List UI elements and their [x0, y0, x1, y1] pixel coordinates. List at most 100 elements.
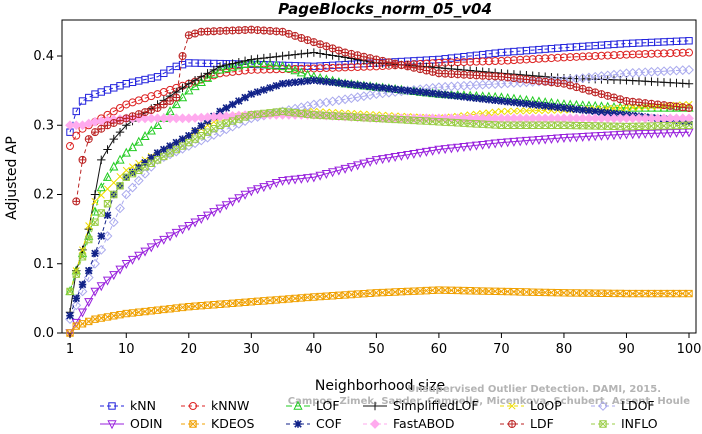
- point-inflo: [172, 145, 180, 154]
- point-ldf: [404, 63, 411, 70]
- point-knn: [110, 84, 118, 92]
- point-lof: [290, 65, 300, 75]
- point-ldf: [398, 61, 405, 69]
- point-odin: [240, 190, 250, 200]
- point-ldf-ring: [97, 124, 106, 133]
- point-knn: [78, 97, 87, 105]
- point-knnw: [597, 51, 606, 60]
- point-kdeos: [116, 311, 124, 319]
- point-ldf: [285, 30, 293, 38]
- y-tick-label: 0.3: [33, 118, 54, 133]
- point-ldf: [529, 77, 536, 84]
- point-loop: [485, 109, 493, 117]
- point-inflo: [128, 170, 137, 178]
- point-ldf: [610, 94, 618, 101]
- point-ldf: [254, 26, 261, 34]
- x-tick-label: 50: [368, 342, 385, 357]
- point-knnw: [622, 50, 631, 59]
- point-cof: [128, 168, 137, 177]
- point-cof: [316, 77, 324, 85]
- point-odin: [615, 130, 625, 140]
- point-cof: [310, 76, 318, 85]
- point-ldf: [116, 117, 124, 124]
- point-cof: [178, 135, 187, 143]
- legend-label: LOF: [316, 398, 340, 413]
- y-tick-label: 0.1: [33, 257, 54, 272]
- point-ldf: [166, 97, 174, 105]
- point-lof: [246, 57, 256, 67]
- point-ldf-ring: [641, 99, 650, 108]
- point-loop: [116, 172, 124, 181]
- point-ldf: [110, 119, 117, 127]
- point-odin: [359, 159, 369, 169]
- point-odin: [446, 144, 457, 154]
- point-cof: [335, 79, 343, 87]
- point-odin: [421, 147, 432, 157]
- point-ldf-ring: [628, 97, 637, 106]
- point-ldf-ring: [172, 93, 181, 102]
- point-cof: [372, 83, 381, 91]
- point-inflo: [272, 108, 281, 116]
- point-simplifiedlof: [303, 49, 312, 58]
- point-ldof: [108, 217, 119, 228]
- point-ldf: [241, 26, 249, 34]
- series-ldf: [72, 25, 693, 206]
- point-ldf-ring: [653, 100, 662, 109]
- point-odin: [378, 155, 388, 165]
- point-kdeos: [166, 305, 174, 313]
- point-cof: [197, 122, 206, 130]
- point-inflo: [66, 287, 74, 296]
- point-ldf: [579, 85, 586, 93]
- series-line-odin: [69, 131, 690, 334]
- point-ldf: [379, 57, 386, 65]
- point-simplifiedlof: [184, 79, 193, 88]
- point-inflo: [97, 209, 105, 217]
- point-odin: [515, 137, 525, 147]
- point-ldf-ring: [409, 63, 418, 72]
- point-ldf: [148, 106, 155, 114]
- point-lof: [152, 119, 163, 129]
- point-inflo: [685, 121, 693, 129]
- point-ldf: [266, 27, 274, 35]
- x-axis-label: Neighborhood size: [315, 378, 445, 394]
- point-odin: [165, 232, 175, 242]
- point-ldf-ring: [634, 98, 643, 107]
- point-ldf-ring: [72, 197, 81, 206]
- point-odin: [590, 132, 600, 142]
- legend-item-inflo: INFLO: [591, 416, 658, 431]
- point-simplifiedlof: [240, 56, 250, 66]
- point-ldf-ring: [347, 49, 356, 58]
- watermark-line-1: Unsupervised Outlier Detection. DAMI, 20…: [407, 384, 661, 395]
- point-ldf: [260, 27, 268, 34]
- point-knnw: [678, 48, 687, 57]
- point-odin: [115, 265, 125, 275]
- point-ldf: [554, 79, 561, 87]
- point-odin: [284, 176, 294, 186]
- point-ldf: [185, 32, 192, 39]
- point-odin: [90, 287, 100, 297]
- series-loop: [66, 100, 693, 296]
- point-cof: [322, 77, 331, 86]
- legend-marker: [107, 420, 117, 430]
- point-inflo: [147, 159, 155, 168]
- point-loop: [497, 107, 505, 115]
- point-simplifiedlof: [309, 48, 319, 57]
- point-cof: [228, 100, 237, 109]
- point-odin: [315, 171, 325, 181]
- point-ldf-ring: [366, 54, 375, 63]
- point-knnw: [234, 67, 243, 76]
- point-cof: [603, 109, 612, 117]
- point-cof: [160, 145, 168, 154]
- point-odin: [559, 134, 569, 144]
- point-ldf: [567, 82, 574, 89]
- point-odin: [465, 142, 475, 152]
- point-cof: [472, 94, 481, 103]
- point-inflo: [85, 235, 93, 244]
- point-cof: [535, 101, 543, 109]
- point-odin: [290, 175, 300, 185]
- point-cof: [597, 108, 606, 116]
- point-odin: [671, 128, 682, 138]
- point-lof: [271, 60, 281, 70]
- point-odin: [415, 148, 425, 158]
- legend-marker: [189, 402, 197, 410]
